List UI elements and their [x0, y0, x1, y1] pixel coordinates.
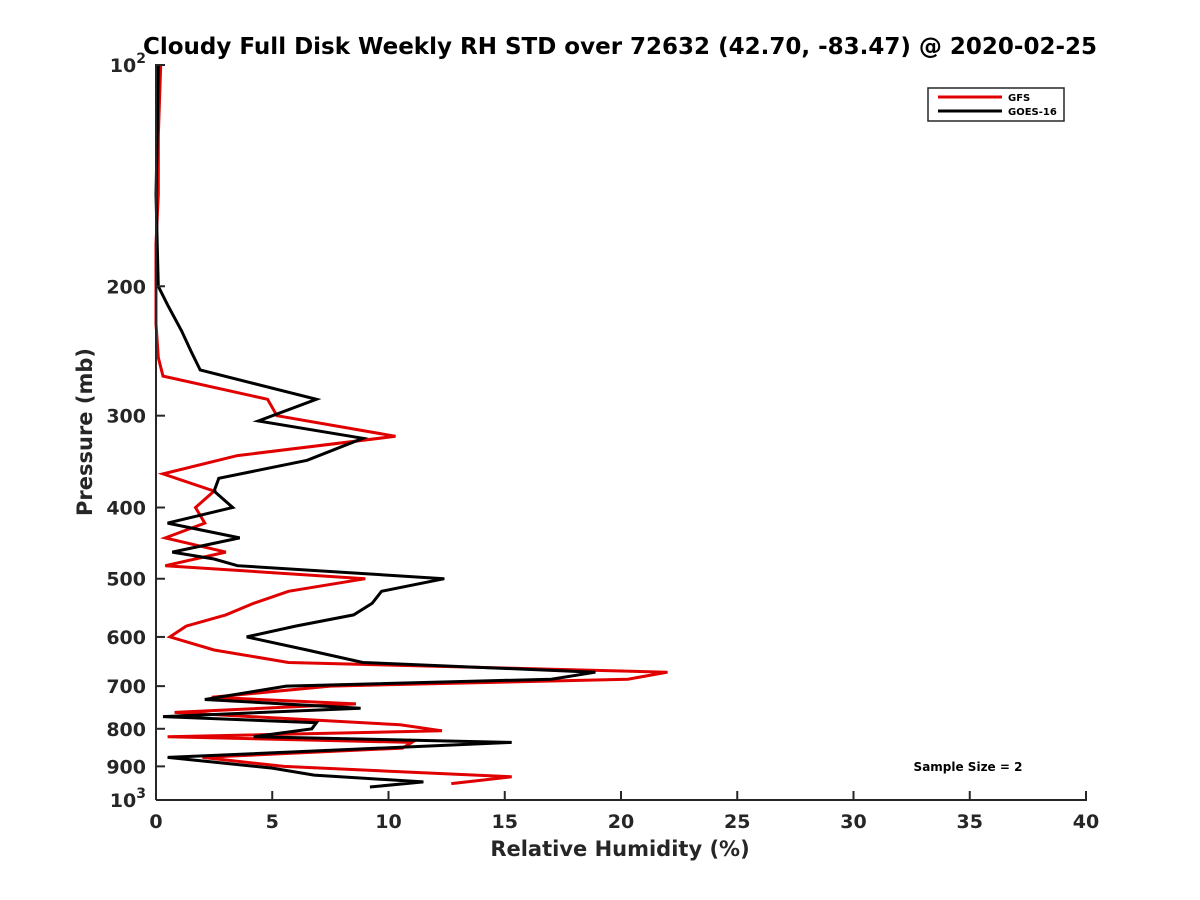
x-tick-label: 25: [724, 811, 750, 833]
y-tick-label: 500: [106, 569, 146, 591]
legend: GFS GOES-16: [927, 87, 1065, 122]
legend-label-0: GFS: [1008, 93, 1030, 104]
series-line-1: [154, 64, 596, 789]
chart-title: Cloudy Full Disk Weekly RH STD over 7263…: [143, 34, 1097, 60]
y-tick-label: 103: [110, 786, 146, 812]
y-tick-label: 800: [106, 719, 146, 741]
series-line-0: [154, 64, 668, 786]
x-tick-label: 30: [840, 811, 866, 833]
plot-lines: [154, 64, 668, 789]
x-tick-label: 5: [266, 811, 279, 833]
x-tick-label: 0: [149, 811, 162, 833]
y-tick-label: 400: [106, 498, 146, 520]
x-tick-label: 40: [1073, 811, 1099, 833]
legend-box: [927, 87, 1065, 122]
y-tick-label: 700: [106, 676, 146, 698]
x-tick-label: 10: [375, 811, 401, 833]
sample-size-annotation: Sample Size = 2: [914, 760, 1023, 774]
x-axis-label: Relative Humidity (%): [490, 837, 749, 861]
y-tick-label: 600: [106, 627, 146, 649]
x-tick-label: 20: [608, 811, 634, 833]
x-tick-label: 15: [492, 811, 518, 833]
y-tick-label: 300: [106, 406, 146, 428]
y-tick-label: 900: [106, 756, 146, 778]
y-axis-label: Pressure (mb): [73, 348, 97, 516]
x-tick-label: 35: [957, 811, 983, 833]
axes: 0 5 10 15 20 25 30 35 40 102 200 300 400 500 600 700 800…: [106, 51, 1099, 833]
legend-label-1: GOES-16: [1008, 107, 1057, 118]
y-tick-label: 200: [106, 276, 146, 298]
y-tick-label: 102: [110, 51, 146, 77]
